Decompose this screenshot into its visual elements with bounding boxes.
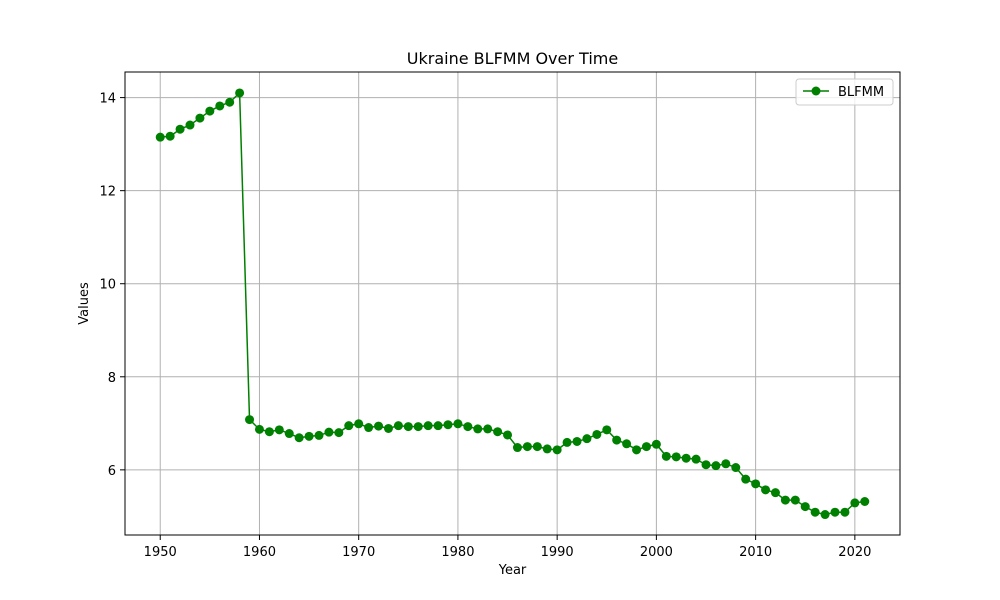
data-point [691,454,701,464]
data-point [354,419,364,429]
data-point [542,444,552,454]
data-point [374,421,384,431]
x-tick-label: 2010 [739,545,772,560]
data-point [632,445,642,455]
data-point [592,429,602,439]
data-point [721,459,731,469]
data-point [413,422,423,432]
x-tick-label: 2020 [838,545,871,560]
data-point [274,425,284,435]
y-tick-label: 14 [99,92,116,107]
data-point [403,422,413,432]
data-point [314,430,324,440]
data-point [731,463,741,473]
data-point [245,415,255,425]
plot-frame [124,71,901,536]
x-tick-label: 1970 [342,545,375,560]
data-point [155,132,165,142]
data-point [641,442,651,452]
data-point [820,510,830,520]
data-point [225,97,235,107]
y-tick-label: 6 [108,464,116,479]
data-point [582,434,592,444]
grid [125,72,900,535]
data-point [671,452,681,462]
x-axis-label: Year [498,563,527,578]
x-tick-label: 1960 [243,545,276,560]
data-point [294,433,304,443]
data-point [701,460,711,470]
data-point [790,495,800,505]
data-point [304,431,314,441]
data-point [780,495,790,505]
y-tick-label: 8 [108,371,116,386]
data-point [493,427,503,437]
data-point [215,101,225,111]
data-point [661,451,671,461]
axis-ticks: 1950 1960 1970 1980 1990 2000 2010 2020 6 8 10 12 14 [99,92,871,560]
x-tick-label: 1980 [441,545,474,560]
data-point [463,422,473,432]
data-point [205,106,215,116]
data-point [751,479,761,489]
y-axis-label: Values [77,282,92,325]
data-point [741,474,751,484]
data-point [423,421,433,431]
data-point [622,439,632,449]
data-point [334,428,344,438]
x-tick-label: 2000 [640,545,673,560]
y-tick-label: 10 [99,278,116,293]
data-point [830,507,840,517]
data-point [483,424,493,434]
legend-box [795,78,894,106]
data-point [443,420,453,430]
legend-label-blfmm: BLFMM [838,85,884,100]
data-point [850,498,860,508]
series-layer [155,88,870,520]
data-point [264,427,274,437]
data-point [651,439,661,449]
data-point [810,507,820,517]
data-point [235,88,245,98]
data-point [562,437,572,447]
chart-title: Ukraine BLFMM Over Time [407,49,618,68]
data-point [185,120,195,130]
data-point [612,435,622,445]
data-point [572,436,582,446]
data-point [840,507,850,517]
data-point [393,421,403,431]
data-point [344,421,354,431]
data-point [284,429,294,439]
data-point [522,442,532,452]
data-point [324,427,334,437]
legend-marker [811,86,821,96]
data-point [453,419,463,429]
data-point [761,485,771,495]
data-point [770,488,780,498]
data-point [195,113,205,123]
y-tick-label: 12 [99,185,116,200]
data-point [681,453,691,463]
x-tick-label: 1990 [541,545,574,560]
data-point [512,443,522,453]
data-point [433,421,443,431]
data-point [175,124,185,134]
data-point [364,423,374,433]
data-point [165,131,175,141]
data-point [602,425,612,435]
legend: BLFMM [795,78,894,106]
data-point [711,461,721,471]
data-point [532,442,542,452]
data-point [503,430,513,440]
data-point [473,424,483,434]
data-point [254,424,264,434]
data-point [860,496,870,506]
x-tick-label: 1950 [144,545,177,560]
data-point [552,445,562,455]
data-point [800,502,810,512]
data-point [383,423,393,433]
